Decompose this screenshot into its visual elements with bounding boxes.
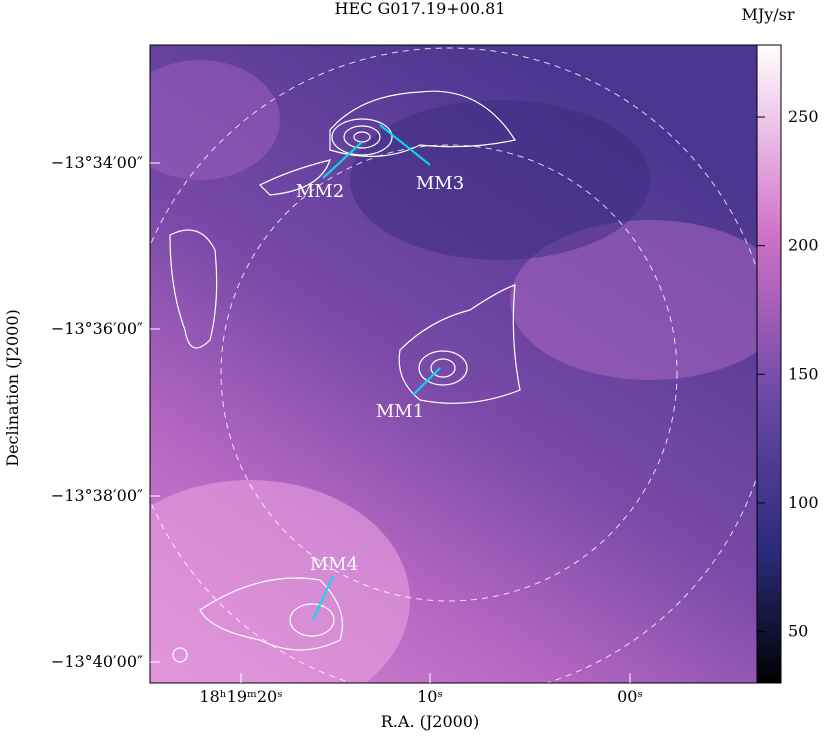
colorbar <box>756 44 782 684</box>
x-tick-label: 10ˢ <box>417 687 443 706</box>
source-label: MM2 <box>296 181 344 202</box>
colorbar-tick-label: 200 <box>788 236 819 255</box>
y-tick-label: −13°34′00″ <box>51 153 143 172</box>
colorbar-tick-label: 50 <box>788 622 808 641</box>
x-label: R.A. (J2000) <box>381 712 479 731</box>
source-label: MM3 <box>416 173 464 194</box>
title: HEC G017.19+00.81 <box>335 0 506 18</box>
x-tick-label: 00ˢ <box>617 687 643 706</box>
colorbar-tick-label: 250 <box>788 107 819 126</box>
source-label: MM1 <box>376 401 424 422</box>
y-tick-label: −13°38′00″ <box>51 486 143 505</box>
y-tick-label: −13°36′00″ <box>51 319 143 338</box>
colorbar-tick-label: 100 <box>788 493 819 512</box>
y-tick-label: −13°40′00″ <box>51 652 143 671</box>
unit: MJy/sr <box>741 5 794 24</box>
y-label: Declination (J2000) <box>3 309 22 467</box>
x-tick-label: 18ʰ19ᵐ20ˢ <box>199 687 282 706</box>
image: MM1 MM2 MM3 MM4 <box>150 45 757 683</box>
colorbar-tick-label: 150 <box>788 364 819 383</box>
source-label: MM4 <box>310 554 358 575</box>
